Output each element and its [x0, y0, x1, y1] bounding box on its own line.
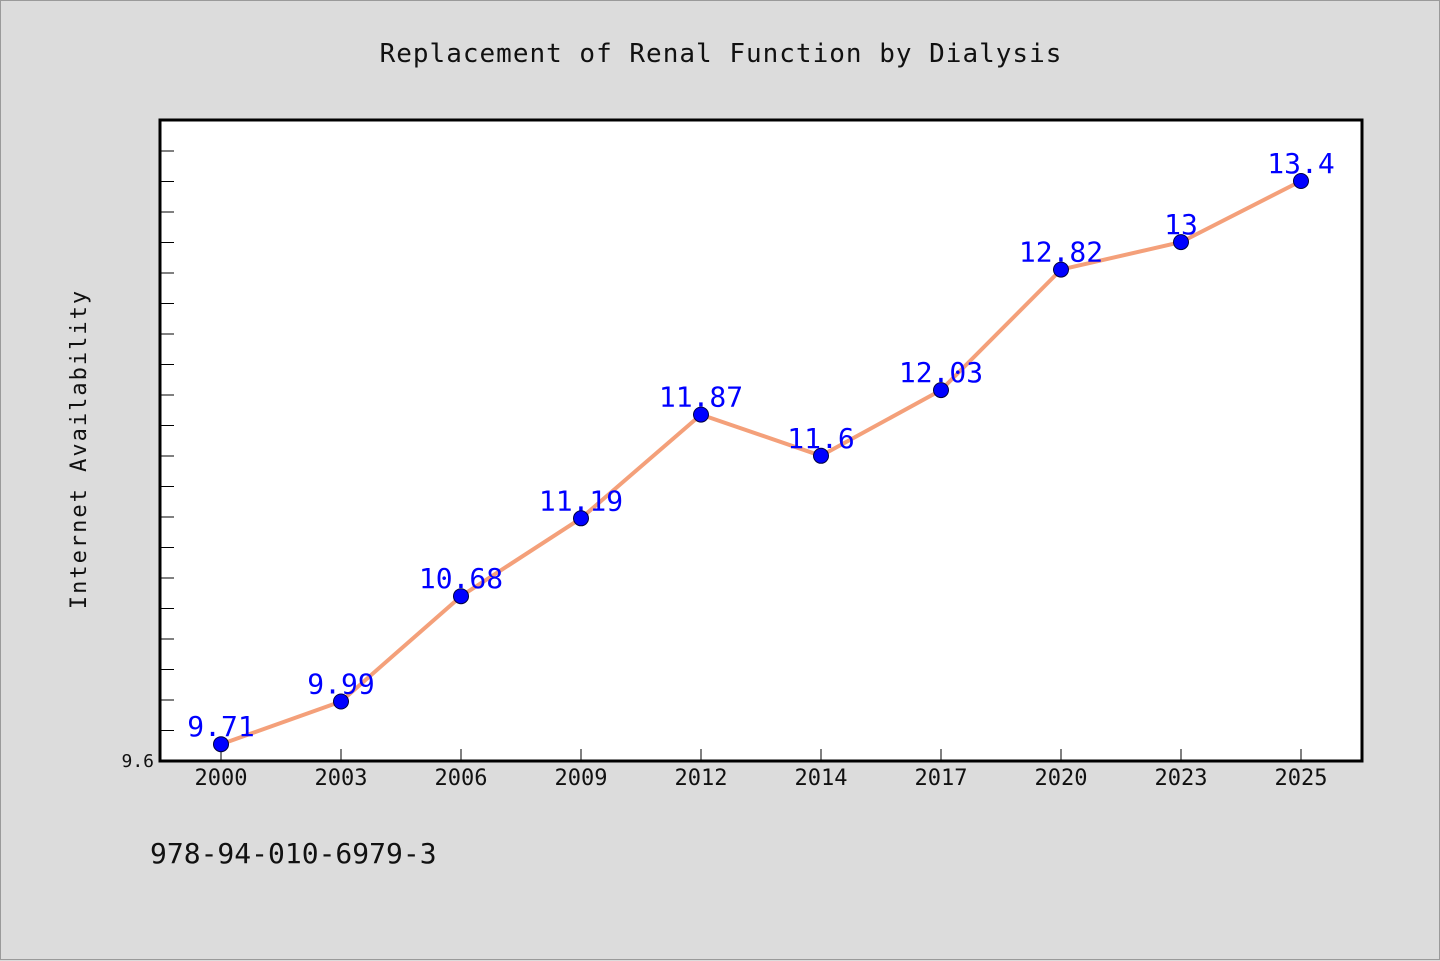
data-point [333, 693, 349, 710]
data-point [453, 588, 469, 605]
data-markers [213, 173, 1309, 753]
data-point [1173, 234, 1189, 251]
data-label: 11.87 [659, 381, 743, 414]
chart-title: Replacement of Renal Function by Dialysi… [380, 39, 1063, 69]
data-label: 12.82 [1019, 236, 1103, 269]
data-point [573, 510, 589, 527]
series-line-group [220, 179, 1302, 747]
x-tick-label: 2006 [435, 766, 488, 791]
data-point [693, 406, 709, 423]
x-tick-label: 2014 [795, 766, 848, 791]
data-point [213, 736, 229, 753]
y-tick-label: 9.6 [121, 751, 154, 772]
x-tick-label: 2012 [675, 766, 728, 791]
x-tick-label: 2020 [1035, 766, 1088, 791]
data-label: 12.03 [899, 356, 983, 389]
data-point [813, 447, 829, 464]
data-label: 11.6 [787, 422, 854, 455]
data-label: 9.71 [187, 710, 254, 743]
data-label: 9.99 [307, 668, 374, 701]
data-label: 13 [1164, 208, 1198, 241]
data-point [933, 382, 949, 399]
x-axis-ticks: 2000 2003 2006 2009 2012 2014 2017 2020 2023 2025 [195, 749, 1328, 791]
data-label: 11.19 [539, 484, 623, 517]
x-tick-label: 2025 [1275, 766, 1328, 791]
x-tick-label: 2000 [195, 766, 248, 791]
y-axis-ticks: 9.6 [121, 150, 174, 772]
series-line [220, 179, 1302, 747]
data-label: 13.4 [1267, 147, 1334, 180]
x-tick-label: 2003 [315, 766, 368, 791]
x-tick-label: 2009 [555, 766, 608, 791]
data-point [1053, 261, 1069, 278]
y-axis-label: Internet Availability [67, 289, 92, 609]
footer-isbn: 978-94-010-6979-3 [150, 837, 437, 870]
plot-area [158, 118, 1364, 763]
data-label: 10.68 [419, 562, 503, 595]
data-point [1293, 173, 1309, 189]
x-tick-label: 2023 [1155, 766, 1208, 791]
x-tick-label: 2017 [915, 766, 968, 791]
data-labels: 9.71 9.99 10.68 11.19 11.87 11.6 12.03 12.82 13 1… [187, 147, 1334, 743]
